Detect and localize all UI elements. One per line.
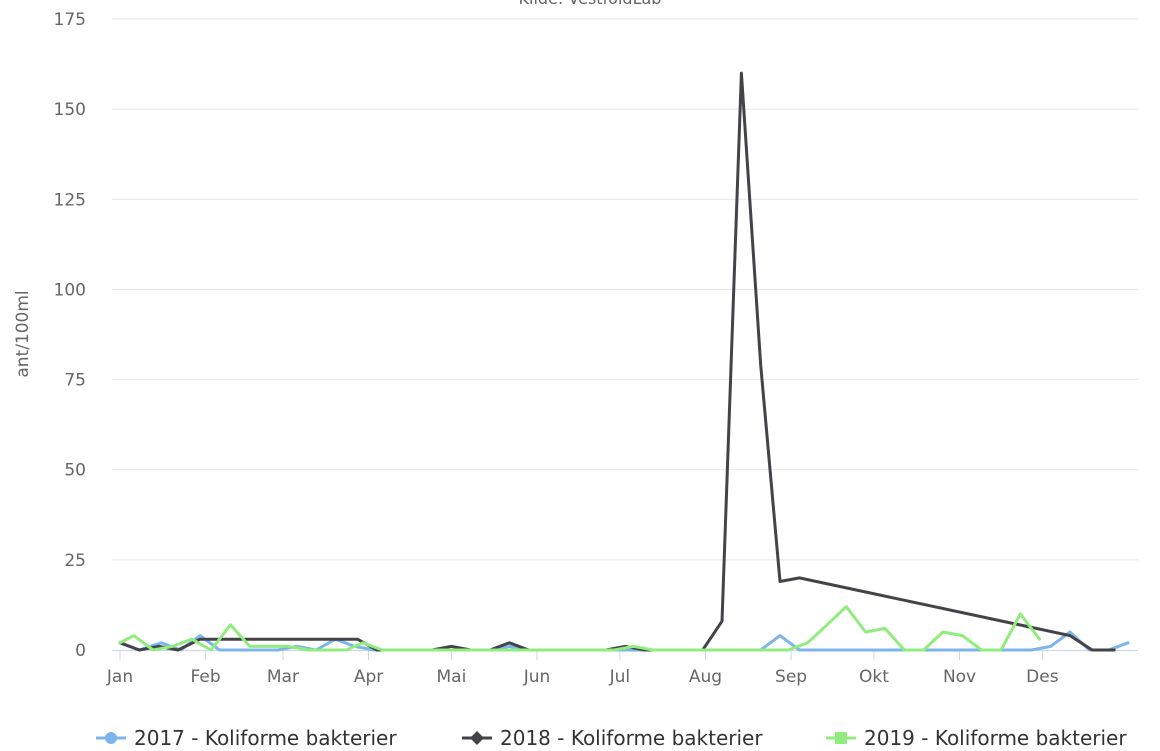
gridlines: [112, 18, 1138, 561]
legend: 2017 - Koliforme bakterier 2018 - Kolifor…: [96, 726, 1127, 750]
y-tick-label: 125: [54, 190, 86, 210]
x-tick-label: Apr: [354, 667, 383, 687]
x-tick-label: Mai: [436, 667, 466, 687]
legend-diamond-marker: [470, 731, 484, 745]
y-axis-title: ant/100ml: [13, 290, 33, 377]
legend-item-1[interactable]: 2017 - Koliforme bakterier: [96, 726, 397, 750]
x-tick-label: Nov: [943, 667, 976, 687]
chart-subtitle: Kilde: VestfoldLab: [519, 0, 662, 8]
x-tick-label: Mar: [267, 667, 299, 687]
y-tick-label: 175: [54, 10, 86, 30]
x-tick-label: Jan: [106, 667, 133, 687]
x-tick-label: Des: [1026, 667, 1059, 687]
x-tick-label: Feb: [191, 667, 221, 687]
y-tick-label: 75: [64, 371, 86, 391]
x-tick-label: Jul: [609, 667, 631, 687]
series-line-2[interactable]: [118, 71, 1116, 652]
series-lines: [118, 71, 1130, 652]
y-tick-label: 0: [75, 641, 86, 661]
x-tick-label: Aug: [689, 667, 722, 687]
x-tick-label: Sep: [775, 667, 807, 687]
y-tick-label: 100: [54, 280, 86, 300]
x-axis: Jan Feb Mar Apr Mai Jun Jul Aug Sep Okt Nov Des: [106, 650, 1138, 687]
x-tick-label: Okt: [859, 667, 889, 687]
legend-label: 2019 - Koliforme bakterier: [864, 726, 1127, 750]
legend-item-3[interactable]: 2019 - Koliforme bakterier: [826, 726, 1127, 750]
y-tick-label: 150: [54, 100, 86, 120]
legend-label: 2018 - Koliforme bakterier: [500, 726, 763, 750]
y-tick-label: 25: [64, 551, 86, 571]
legend-label: 2017 - Koliforme bakterier: [134, 726, 397, 750]
legend-circle-marker: [105, 732, 117, 744]
series-line-3[interactable]: [118, 605, 1042, 652]
x-tick-label: Jun: [523, 667, 551, 687]
y-axis: 0 25 50 75 100 125 150 175: [54, 10, 86, 661]
legend-item-2[interactable]: 2018 - Koliforme bakterier: [462, 726, 763, 750]
legend-square-marker: [835, 732, 847, 744]
y-tick-label: 50: [64, 461, 86, 481]
